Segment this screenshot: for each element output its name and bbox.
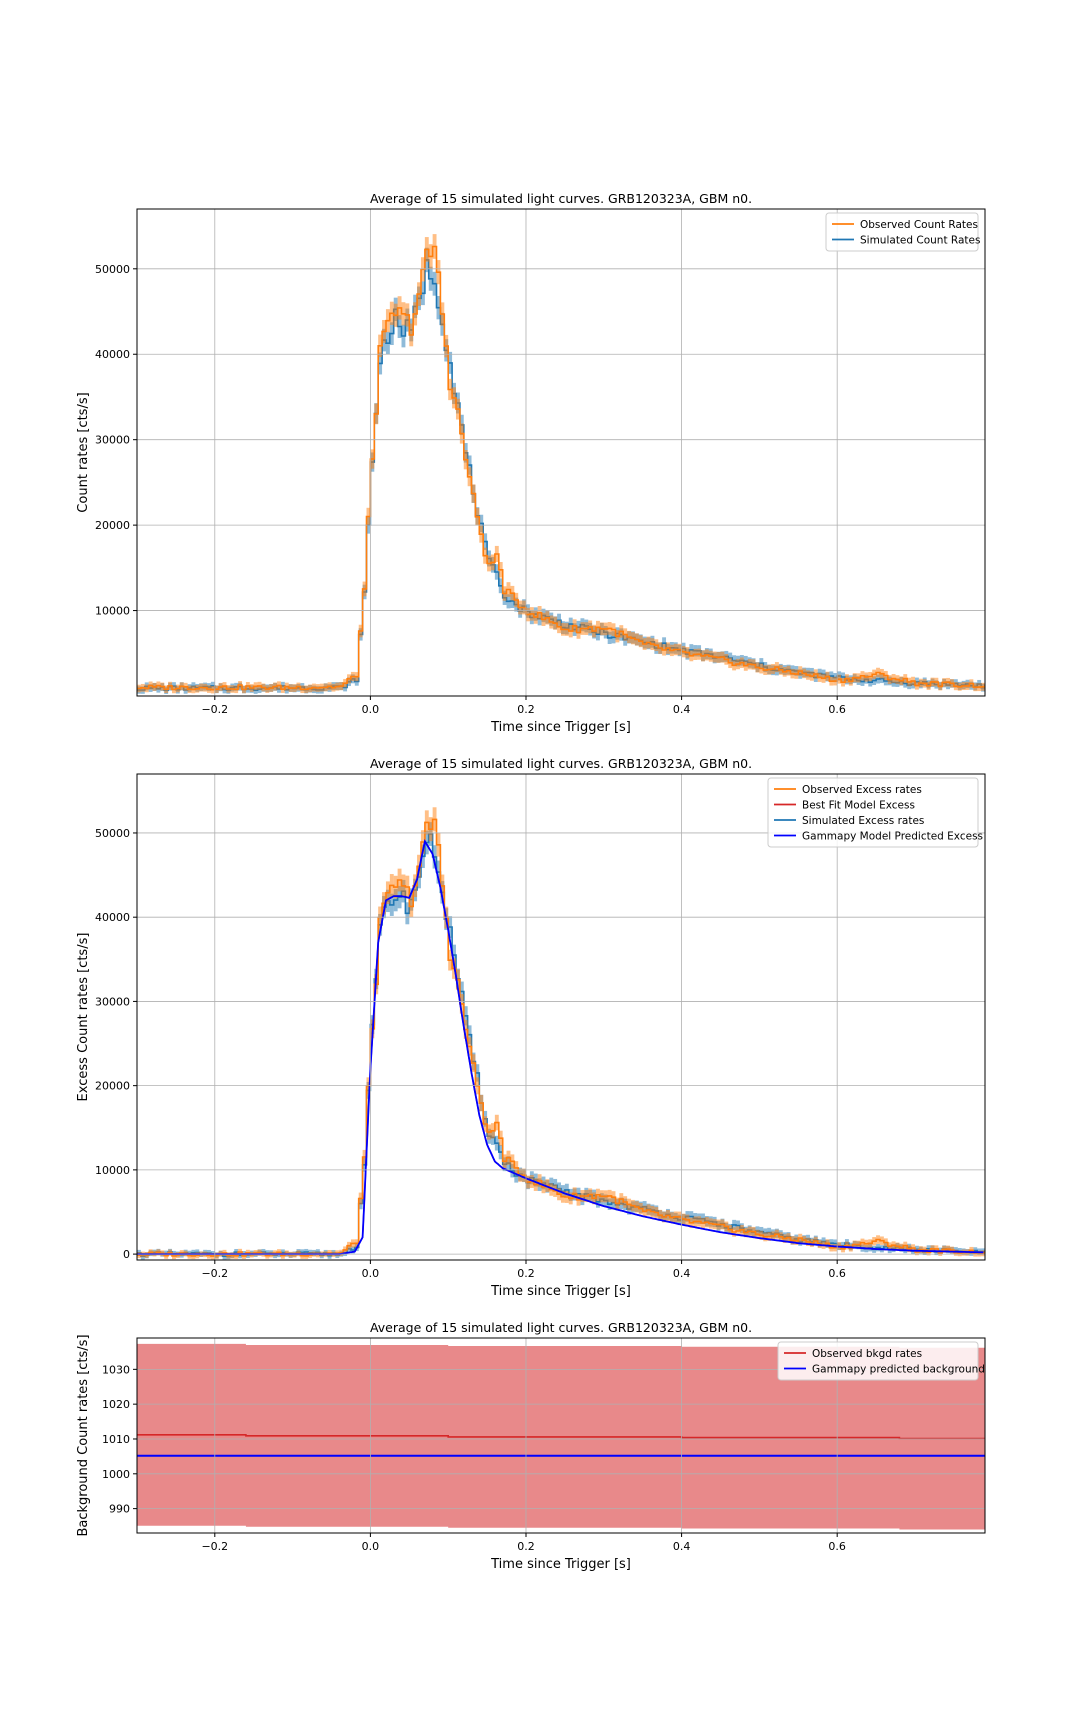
x-tick-label: 0.6 xyxy=(828,1267,846,1280)
y-tick-label: 10000 xyxy=(95,1164,130,1177)
chart-panel-3: Average of 15 simulated light curves. GR… xyxy=(76,1320,986,1572)
legend-entry: Gammapy predicted background xyxy=(812,1364,985,1376)
series-observed-count-rates xyxy=(137,245,985,691)
x-tick-label: 0.0 xyxy=(362,1540,380,1553)
x-axis-label: Time since Trigger [s] xyxy=(490,1557,631,1572)
x-tick-label: 0.4 xyxy=(673,1540,691,1553)
legend: Observed bkgd rates Gammapy predicted bac… xyxy=(777,1341,985,1381)
legend-entry: Observed bkgd rates xyxy=(812,1348,922,1360)
y-tick-label: 20000 xyxy=(95,1080,130,1093)
x-tick-label: −0.2 xyxy=(201,703,228,716)
x-tick-label: 0.6 xyxy=(828,1540,846,1553)
error-band-observed-count-rates xyxy=(137,234,985,694)
axes-frame xyxy=(136,1337,986,1534)
legend-entry: Simulated Excess rates xyxy=(802,815,924,827)
plot-area xyxy=(137,807,985,1260)
y-tick-label: 1010 xyxy=(102,1433,130,1446)
legend-entry: Simulated Count Rates xyxy=(860,235,980,247)
y-tick-label: 0 xyxy=(123,1248,130,1261)
series-observed-excess-rates xyxy=(137,818,985,1257)
y-tick-label: 50000 xyxy=(95,827,130,840)
x-tick-label: 0.6 xyxy=(828,703,846,716)
y-axis-label: Excess Count rates [cts/s] xyxy=(76,933,91,1102)
y-tick-label: 50000 xyxy=(95,263,130,276)
y-tick-label: 40000 xyxy=(95,348,130,361)
legend-entry: Observed Excess rates xyxy=(802,784,922,796)
series-gammapy-model-predicted-excess xyxy=(137,838,984,1255)
y-axis-label: Background Count rates [cts/s] xyxy=(76,1334,91,1536)
x-axis-label: Time since Trigger [s] xyxy=(490,720,631,735)
series-observed-bkgd-rates xyxy=(137,1434,985,1440)
x-tick-label: −0.2 xyxy=(201,1267,228,1280)
chart-title: Average of 15 simulated light curves. GR… xyxy=(370,1320,752,1335)
axes-frame xyxy=(136,773,986,1261)
y-tick-label: 1020 xyxy=(102,1398,130,1411)
x-tick-label: 0.4 xyxy=(673,1267,691,1280)
x-axis-label: Time since Trigger [s] xyxy=(490,1284,631,1299)
x-tick-label: 0.0 xyxy=(362,703,380,716)
x-tick-label: −0.2 xyxy=(201,1540,228,1553)
y-tick-label: 40000 xyxy=(95,911,130,924)
chart-title: Average of 15 simulated light curves. GR… xyxy=(370,756,752,771)
plot-area xyxy=(137,1343,985,1530)
grid xyxy=(137,209,985,696)
x-tick-label: 0.0 xyxy=(362,1267,380,1280)
grid xyxy=(137,1338,985,1533)
grid xyxy=(137,774,985,1260)
chart-panel-1: Average of 15 simulated light curves. GR… xyxy=(76,191,986,735)
x-tick-label: 0.2 xyxy=(517,1540,535,1553)
axes-frame xyxy=(136,208,986,697)
y-axis-label: Count rates [cts/s] xyxy=(76,392,91,512)
chart-panel-2: Average of 15 simulated light curves. GR… xyxy=(76,756,986,1299)
y-tick-label: 30000 xyxy=(95,995,130,1008)
y-tick-label: 1000 xyxy=(102,1468,130,1481)
x-tick-label: 0.2 xyxy=(517,703,535,716)
legend: Observed Excess rates Best Fit Model Exce… xyxy=(767,777,983,848)
y-tick-label: 30000 xyxy=(95,434,130,447)
y-tick-label: 10000 xyxy=(95,605,130,618)
chart-title: Average of 15 simulated light curves. GR… xyxy=(370,191,752,206)
legend-entry: Observed Count Rates xyxy=(860,219,978,231)
legend-entry: Best Fit Model Excess xyxy=(802,800,915,812)
legend: Observed Count Rates Simulated Count Rate… xyxy=(825,212,980,252)
y-tick-label: 1030 xyxy=(102,1363,130,1376)
x-tick-label: 0.2 xyxy=(517,1267,535,1280)
y-tick-label: 20000 xyxy=(95,519,130,532)
plot-area xyxy=(137,234,985,694)
legend-entry: Gammapy Model Predicted Excess xyxy=(802,831,983,843)
x-tick-label: 0.4 xyxy=(673,703,691,716)
y-tick-label: 990 xyxy=(109,1503,130,1516)
